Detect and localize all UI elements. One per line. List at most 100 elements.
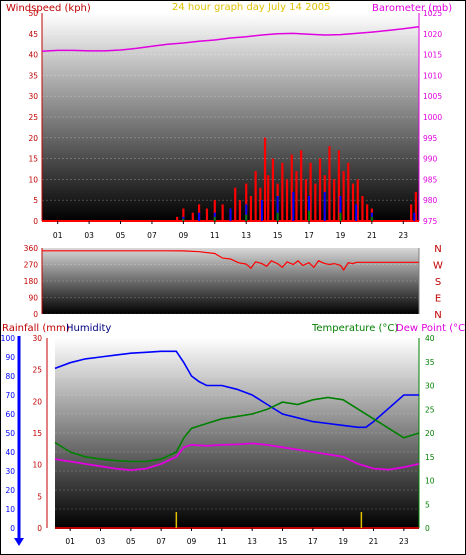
x-tick-label-climate: 23 [399, 537, 409, 546]
wind-direction-line [42, 250, 419, 272]
barometer-y-tick-label: 1025 [423, 9, 442, 18]
direction-y-tick-label: 90 [28, 294, 38, 303]
compass-label: N [434, 310, 441, 321]
wind-y-tick-label: 20 [28, 134, 38, 143]
x-tick-label-climate: 19 [338, 537, 348, 546]
temperature-y-tick-label: 15 [425, 453, 435, 462]
x-tick-label-wind: 09 [179, 231, 189, 240]
compass-label: N [434, 244, 441, 255]
x-tick-label-wind: 07 [147, 231, 157, 240]
climate-panel-bg [55, 338, 419, 528]
x-tick-label-wind: 15 [273, 231, 283, 240]
humidity-y-tick-label: 100 [1, 334, 16, 343]
temperature-line [54, 396, 420, 463]
barometer-y-tick-label: 980 [423, 196, 438, 205]
compass-label: S [435, 277, 441, 288]
direction-y-tick-label: 270 [24, 261, 39, 270]
x-tick-label-climate: 21 [369, 537, 379, 546]
x-tick-label-climate: 07 [156, 537, 166, 546]
barometer-y-tick-label: 1015 [423, 51, 442, 60]
temperature-y-tick-label: 40 [425, 334, 435, 343]
rainfall-axis-label: Rainfall (mm) [2, 323, 70, 334]
x-tick-label-climate: 05 [126, 537, 136, 546]
direction-y-tick-label: 0 [33, 310, 38, 319]
temperature-axis-label: Temperature (°C) [311, 323, 398, 334]
wind-y-tick-label: 50 [28, 9, 38, 18]
humidity-y-tick-label: 70 [5, 391, 15, 400]
x-tick-label-climate: 03 [96, 537, 106, 546]
x-tick-label-climate: 11 [217, 537, 227, 546]
windspeed-axis-label: Windspeed (kph) [6, 3, 91, 14]
temperature-y-tick-label: 25 [425, 405, 435, 414]
temperature-y-tick-label: 20 [425, 429, 435, 438]
barometer-y-tick-label: 1020 [423, 30, 442, 39]
barometer-y-tick-label: 1005 [423, 92, 442, 101]
barometer-y-tick-label: 1000 [423, 113, 442, 122]
x-tick-label-climate: 15 [278, 537, 288, 546]
temperature-y-tick-label: 5 [425, 500, 430, 509]
humidity-y-tick-label: 0 [10, 524, 15, 533]
wind-y-tick-label: 15 [28, 155, 38, 164]
rain-y-tick-label: 25 [32, 366, 42, 375]
wind-y-tick-label: 10 [28, 175, 38, 184]
x-tick-label-wind: 23 [399, 231, 409, 240]
humidity-y-tick-label: 90 [5, 353, 15, 362]
x-tick-label-climate: 09 [187, 537, 197, 546]
rain-y-tick-label: 30 [32, 334, 42, 343]
dewpoint-line [54, 442, 420, 472]
x-tick-label-climate: 13 [247, 537, 257, 546]
barometer-y-tick-label: 995 [423, 134, 438, 143]
x-tick-label-climate: 17 [308, 537, 318, 546]
dewpoint-axis-label: Dew Point (°C) [396, 323, 466, 334]
compass-label: E [435, 294, 441, 305]
wind-y-tick-label: 40 [28, 51, 38, 60]
x-tick-label-wind: 19 [336, 231, 346, 240]
tick-labels: 0510152025303540455097598098599099510001… [1, 9, 443, 546]
x-tick-label-wind: 13 [241, 231, 251, 240]
humidity-axis-arrow [14, 538, 24, 546]
temperature-y-tick-label: 30 [425, 382, 435, 391]
wind-y-tick-label: 0 [33, 217, 38, 226]
humidity-line [54, 350, 419, 429]
humidity-y-tick-label: 20 [5, 486, 15, 495]
temperature-y-tick-label: 0 [425, 524, 430, 533]
compass-label: W [433, 261, 443, 272]
humidity-y-tick-label: 80 [5, 372, 15, 381]
barometer-axis-label: Barometer (mb) [372, 3, 452, 14]
rain-y-tick-label: 20 [32, 397, 42, 406]
humidity-y-tick-label: 30 [5, 467, 15, 476]
barometer-y-tick-label: 990 [423, 155, 438, 164]
humidity-y-tick-label: 50 [5, 429, 15, 438]
wind-panel-bg [42, 13, 419, 221]
x-tick-label-wind: 01 [53, 231, 63, 240]
humidity-y-tick-label: 40 [5, 448, 15, 457]
humidity-axis-label: Humidity [66, 323, 111, 334]
temperature-y-tick-label: 35 [425, 358, 435, 367]
barometer-y-tick-label: 985 [423, 175, 438, 184]
barometer-line [41, 25, 420, 53]
barometer-y-tick-label: 1010 [423, 71, 442, 80]
direction-y-tick-label: 360 [24, 244, 39, 253]
wind-y-tick-label: 45 [28, 30, 38, 39]
rain-y-tick-label: 15 [32, 429, 42, 438]
barometer-y-tick-label: 975 [423, 217, 438, 226]
x-tick-label-wind: 11 [210, 231, 220, 240]
x-tick-label-climate: 01 [65, 537, 75, 546]
wind-y-tick-label: 30 [28, 92, 38, 101]
data-marks [41, 25, 420, 528]
humidity-y-tick-label: 10 [5, 505, 15, 514]
wind-y-tick-label: 25 [28, 113, 38, 122]
rain-y-tick-label: 5 [37, 492, 42, 501]
wind-y-tick-label: 35 [28, 71, 38, 80]
wind-y-tick-label: 5 [33, 196, 38, 205]
humidity-y-tick-label: 60 [5, 410, 15, 419]
x-tick-label-wind: 21 [367, 231, 377, 240]
rain-y-tick-label: 0 [37, 524, 42, 533]
x-tick-label-wind: 17 [304, 231, 314, 240]
temperature-y-tick-label: 10 [425, 477, 435, 486]
rain-y-tick-label: 10 [32, 461, 42, 470]
chart-title: 24 hour graph day July 14 2005 [172, 2, 331, 13]
x-tick-label-wind: 05 [116, 231, 126, 240]
x-tick-label-wind: 03 [84, 231, 94, 240]
